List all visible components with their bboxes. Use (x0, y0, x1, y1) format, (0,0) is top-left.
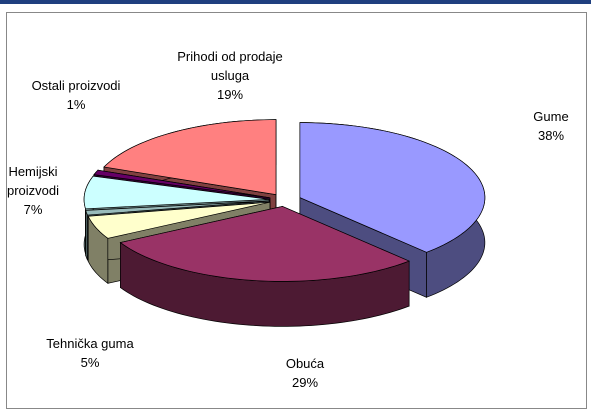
value-label: 5% (80, 355, 100, 370)
data-label: Ostali proizvodi 1% (6, 76, 146, 114)
category-label: Ostali proizvodi (31, 78, 121, 93)
frame (6, 12, 587, 409)
value-label: 38% (537, 128, 565, 143)
category-label: Hemijski proizvodi (6, 164, 60, 198)
category-label: Obuća (285, 356, 325, 371)
data-label: Gume 38% (521, 107, 581, 145)
slice (103, 119, 277, 196)
slice (83, 175, 270, 210)
category-label: Prihodi od prodaje usluga (177, 49, 283, 83)
value-label: 19% (216, 87, 244, 102)
category-label: Tehnička guma (46, 336, 134, 351)
data-label: Hemijski proizvodi 7% (0, 162, 66, 219)
slice (299, 122, 486, 253)
value-label: 29% (291, 375, 319, 390)
data-label: Obuća 29% (275, 354, 335, 392)
top-bar (0, 0, 591, 4)
value-label: 1% (66, 97, 86, 112)
category-label: Gume (533, 109, 569, 124)
value-label: 7% (23, 202, 43, 217)
slice (93, 169, 271, 199)
pie (83, 119, 486, 327)
data-label: Tehnička guma 5% (20, 334, 160, 372)
slice-wall (85, 210, 88, 261)
slice (85, 200, 270, 216)
slice (119, 206, 411, 282)
data-label: Prihodi od prodaje usluga 19% (170, 47, 290, 104)
slice (87, 201, 271, 239)
